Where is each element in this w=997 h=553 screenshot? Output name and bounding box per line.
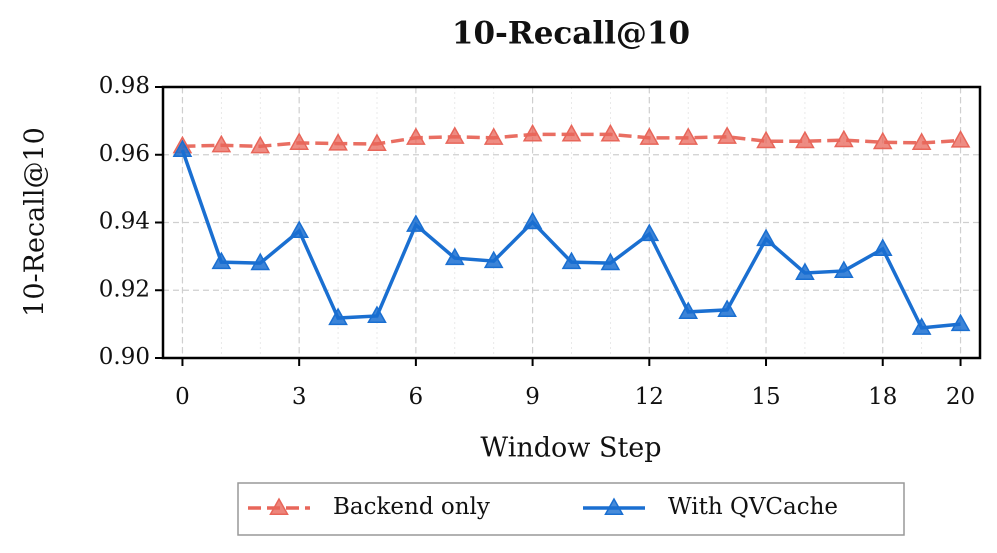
marker xyxy=(483,127,504,145)
x-tick-label: 18 xyxy=(868,384,897,410)
marker xyxy=(756,228,776,247)
marker xyxy=(950,129,971,148)
x-tick-label: 20 xyxy=(946,384,975,410)
legend: Backend only With QVCache xyxy=(237,482,905,536)
marker xyxy=(756,130,776,149)
marker xyxy=(678,301,699,319)
marker xyxy=(795,130,815,149)
marker xyxy=(911,132,932,150)
marker xyxy=(250,135,271,154)
legend-marker xyxy=(604,497,624,516)
x-axis-label: Window Step xyxy=(480,433,661,464)
marker xyxy=(834,260,854,278)
chart-title: 10-Recall@10 xyxy=(452,16,690,52)
marker xyxy=(717,299,737,317)
x-tick-label: 3 xyxy=(292,384,307,410)
legend-label: With QVCache xyxy=(668,494,838,520)
legend-marker xyxy=(269,497,289,516)
marker xyxy=(250,252,271,271)
y-tick-label: 0.98 xyxy=(99,73,150,99)
x-tick-label: 9 xyxy=(525,384,540,410)
marker xyxy=(561,123,582,142)
legend-label: Backend only xyxy=(333,494,490,520)
plot-frame xyxy=(161,85,982,360)
marker xyxy=(483,250,504,269)
marker xyxy=(639,223,660,242)
marker xyxy=(289,132,309,150)
marker xyxy=(328,307,348,326)
marker xyxy=(328,133,348,151)
y-tick-label: 0.92 xyxy=(99,276,150,302)
x-tick-label: 12 xyxy=(635,384,664,410)
marker xyxy=(717,126,737,144)
marker xyxy=(834,129,854,148)
marker xyxy=(795,262,815,281)
marker xyxy=(172,139,193,158)
legend-box xyxy=(237,482,905,536)
marker xyxy=(600,123,621,142)
x-tick-label: 15 xyxy=(751,384,780,410)
x-tick-label: 0 xyxy=(175,384,190,410)
marker xyxy=(522,123,543,142)
marker xyxy=(211,134,232,153)
marker xyxy=(600,252,621,271)
marker xyxy=(406,214,426,232)
marker xyxy=(639,127,660,145)
y-tick-label: 0.90 xyxy=(99,344,150,370)
marker xyxy=(444,126,465,144)
marker xyxy=(561,251,582,270)
y-axis-label: 10-Recall@10 xyxy=(20,127,51,317)
marker xyxy=(678,127,699,145)
marker xyxy=(872,131,893,150)
marker xyxy=(406,127,426,145)
marker xyxy=(911,317,932,335)
marker xyxy=(211,251,232,270)
x-tick-label: 6 xyxy=(409,384,424,410)
marker xyxy=(367,133,387,151)
marker xyxy=(522,211,543,230)
marker xyxy=(289,220,309,239)
y-tick-label: 0.94 xyxy=(99,209,150,235)
marker xyxy=(367,305,387,324)
marker xyxy=(950,313,971,332)
marker xyxy=(872,238,893,256)
y-tick-label: 0.96 xyxy=(99,141,150,167)
marker xyxy=(444,247,465,266)
